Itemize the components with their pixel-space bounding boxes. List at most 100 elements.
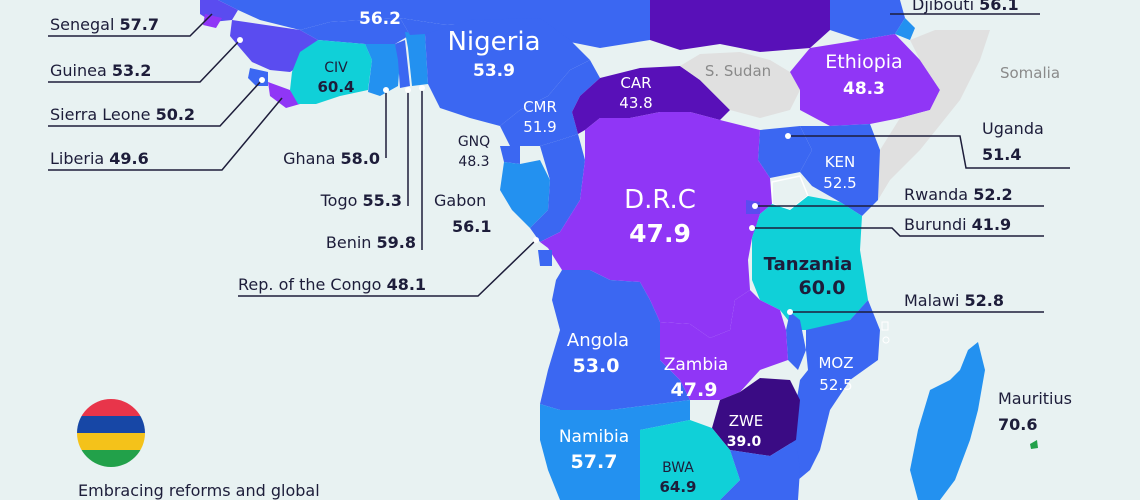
island-mauritius: [1030, 440, 1038, 449]
callout-gabon-value: 56.1: [452, 217, 491, 236]
region-tanzania: [752, 196, 868, 330]
region-ethiopia: [790, 34, 940, 126]
region-mozambique: [790, 300, 880, 480]
callout-liberia: Liberia 49.6: [50, 149, 149, 168]
label-ken-value: 52.5: [823, 174, 856, 192]
label-tanzania-name: Tanzania: [764, 254, 853, 275]
callout-congo: Rep. of the Congo 48.1: [238, 275, 426, 294]
label-drc-value: 47.9: [629, 219, 691, 248]
region-zimbabwe: [712, 378, 800, 456]
region-south-africa: [720, 440, 800, 500]
leader-congo: [238, 239, 537, 297]
label-zambia-name: Zambia: [664, 355, 729, 375]
label-somalia: Somalia: [1000, 64, 1060, 82]
callout-togo: Togo 55.3: [320, 191, 402, 210]
region-nigeria: [425, 18, 590, 126]
leader-dot-benin: [419, 85, 425, 91]
label-car-value: 43.8: [619, 94, 652, 112]
leader-dot-uganda: [785, 133, 791, 139]
label-gnq-name: GNQ: [458, 134, 490, 150]
callout-ghana: Ghana 58.0: [283, 149, 380, 168]
region-gnq: [500, 146, 520, 164]
region-kenya: [800, 124, 880, 216]
region-togo: [395, 40, 410, 88]
leader-dot-malawi: [787, 309, 793, 315]
callout-mauritius-value: 70.6: [998, 415, 1037, 434]
label-bwa-name: BWA: [662, 460, 694, 476]
region-cabinda: [538, 250, 552, 266]
leader-senegal: [48, 13, 213, 37]
leader-sierra-leone: [48, 79, 263, 127]
leader-dot-sierra-leone: [259, 77, 265, 83]
label-nigeria-name: Nigeria: [447, 27, 540, 57]
callout-senegal: Senegal 57.7: [50, 15, 159, 34]
label-nigeria-value: 53.9: [473, 61, 515, 81]
label-ethiopia-value: 48.3: [843, 79, 885, 99]
label-moz-name: MOZ: [818, 354, 853, 372]
region-congo: [530, 134, 585, 242]
region-botswana: [640, 420, 740, 500]
leader-dot-guinea: [237, 37, 243, 43]
callout-burundi: Burundi 41.9: [904, 215, 1011, 234]
region-liberia: [268, 82, 300, 108]
island-comoros-2: [882, 336, 890, 344]
callout-guinea: Guinea 53.2: [50, 61, 151, 80]
label-gnq-value: 48.3: [458, 154, 489, 170]
leader-guinea: [48, 39, 241, 83]
region-benin: [405, 32, 428, 86]
region-malawi: [786, 312, 806, 370]
region-civ: [290, 40, 372, 104]
region-burkina: [300, 18, 410, 44]
leader-dot-rwanda: [752, 203, 758, 209]
label-moz-value: 52.5: [819, 376, 852, 394]
label-tanzania-value: 60.0: [799, 277, 846, 299]
callout-malawi: Malawi 52.8: [904, 291, 1004, 310]
region-djibouti: [895, 18, 915, 40]
label-angola-value: 53.0: [573, 355, 620, 377]
label-zwe-value: 39.0: [727, 434, 762, 450]
leader-dot-ghana: [383, 87, 389, 93]
label-top-left-value: 56.2: [359, 9, 401, 29]
label-zambia-value: 47.9: [671, 379, 718, 401]
callout-djibouti: Djibouti 56.1: [912, 0, 1019, 14]
callout-mauritius-name: Mauritius: [998, 389, 1072, 408]
label-civ-value: 60.4: [317, 78, 354, 96]
label-angola-name: Angola: [567, 330, 629, 351]
label-ethiopia-name: Ethiopia: [825, 51, 902, 73]
flag-band-blue: [77, 416, 145, 433]
leader-dot-burundi: [749, 225, 755, 231]
region-ne-top: [830, 0, 905, 40]
leader-dot-congo: [533, 237, 539, 243]
callout-uganda-name: Uganda: [982, 119, 1044, 138]
label-cmr-name: CMR: [523, 98, 557, 116]
flag-band-green: [77, 450, 145, 467]
region-guinea: [230, 20, 318, 72]
callout-benin: Benin 59.8: [326, 233, 416, 252]
label-cmr-value: 51.9: [523, 118, 556, 136]
region-ghana: [365, 44, 400, 96]
callout-uganda-value: 51.4: [982, 145, 1021, 164]
leader-dot-togo: [405, 87, 411, 93]
mauritius-flag-icon: [77, 399, 145, 467]
callout-rwanda: Rwanda 52.2: [904, 185, 1013, 204]
label-namibia-value: 57.7: [571, 451, 618, 473]
label-ken-name: KEN: [825, 153, 856, 171]
region-uganda: [758, 126, 812, 178]
region-drc: [540, 112, 772, 338]
label-zwe-name: ZWE: [729, 412, 764, 430]
region-somalia: [878, 30, 990, 200]
region-namibia: [540, 400, 690, 500]
region-zambia: [660, 290, 788, 400]
region-car: [572, 66, 730, 134]
label-drc-name: D.R.C: [624, 185, 696, 215]
region-cmr: [500, 60, 600, 146]
label-s-sudan: S. Sudan: [705, 62, 771, 80]
label-car-name: CAR: [620, 74, 651, 92]
flag-band-red: [77, 399, 145, 416]
flag-band-yellow: [77, 433, 145, 450]
region-madagascar: [910, 342, 985, 500]
leader-burundi: [752, 227, 1044, 237]
leader-liberia: [48, 97, 283, 171]
